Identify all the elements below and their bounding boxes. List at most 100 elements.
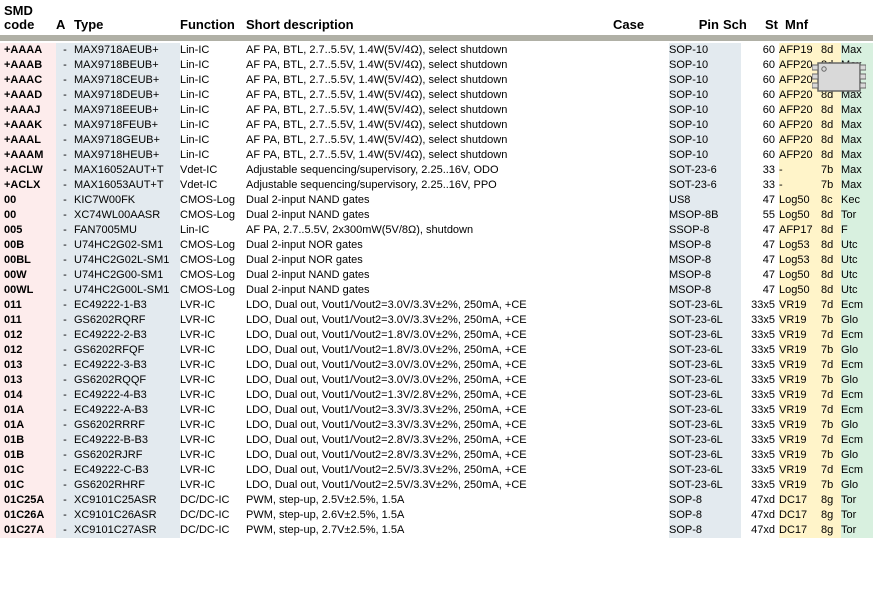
cell-code: 01C25A bbox=[0, 493, 56, 508]
cell-sch: AFP19 bbox=[779, 43, 821, 58]
hdr-desc[interactable]: Short description bbox=[246, 17, 613, 32]
cell-pin: 33x5 bbox=[741, 463, 779, 478]
cell-description: AF PA, BTL, 2.7..5.5V, 1.4W(5V/4Ω), sele… bbox=[246, 88, 669, 103]
cell-case: SOT-23-6L bbox=[669, 448, 741, 463]
table-row[interactable]: 01A-EC49222-A-B3LVR-ICLDO, Dual out, Vou… bbox=[0, 403, 873, 418]
table-row[interactable]: 012-EC49222-2-B3LVR-ICLDO, Dual out, Vou… bbox=[0, 328, 873, 343]
table-row[interactable]: +AAAA-MAX9718AEUB+Lin-ICAF PA, BTL, 2.7.… bbox=[0, 43, 873, 58]
table-row[interactable]: 01B-EC49222-B-B3LVR-ICLDO, Dual out, Vou… bbox=[0, 433, 873, 448]
table-row[interactable]: 01C25A-XC9101C25ASRDC/DC-ICPWM, step-up,… bbox=[0, 493, 873, 508]
hdr-st[interactable]: St bbox=[765, 17, 785, 32]
table-row[interactable]: 01C27A-XC9101C27ASRDC/DC-ICPWM, step-up,… bbox=[0, 523, 873, 538]
table-row[interactable]: 00-XC74WL00AASRCMOS-LogDual 2-input NAND… bbox=[0, 208, 873, 223]
cell-function: Lin-IC bbox=[180, 88, 246, 103]
hdr-a[interactable]: A bbox=[56, 17, 74, 32]
hdr-mnf[interactable]: Mnf bbox=[785, 17, 817, 32]
hdr-type[interactable]: Type bbox=[74, 17, 180, 32]
cell-mnf: Kec bbox=[841, 193, 873, 208]
table-row[interactable]: +AAAM-MAX9718HEUB+Lin-ICAF PA, BTL, 2.7.… bbox=[0, 148, 873, 163]
hdr-case[interactable]: Case bbox=[613, 17, 685, 32]
cell-type: MAX16053AUT+T bbox=[74, 178, 180, 193]
cell-code: +AAAM bbox=[0, 148, 56, 163]
table-row[interactable]: +AAAJ-MAX9718EEUB+Lin-ICAF PA, BTL, 2.7.… bbox=[0, 103, 873, 118]
table-row[interactable]: +ACLW-MAX16052AUT+TVdet-ICAdjustable seq… bbox=[0, 163, 873, 178]
cell-a: - bbox=[56, 358, 74, 373]
hdr-pin[interactable]: Pin bbox=[685, 17, 723, 32]
cell-mnf: Ecm bbox=[841, 403, 873, 418]
table-row[interactable]: 013-GS6202RQQFLVR-ICLDO, Dual out, Vout1… bbox=[0, 373, 873, 388]
table-row[interactable]: 011-EC49222-1-B3LVR-ICLDO, Dual out, Vou… bbox=[0, 298, 873, 313]
cell-a: - bbox=[56, 133, 74, 148]
table-row[interactable]: 011-GS6202RQRFLVR-ICLDO, Dual out, Vout1… bbox=[0, 313, 873, 328]
cell-type: GS6202RQQF bbox=[74, 373, 180, 388]
package-icon bbox=[812, 59, 866, 95]
cell-st: 8d bbox=[821, 268, 841, 283]
cell-a: - bbox=[56, 58, 74, 73]
table-row[interactable]: 00WL-U74HC2G00L-SM1CMOS-LogDual 2-input … bbox=[0, 283, 873, 298]
cell-code: 011 bbox=[0, 298, 56, 313]
cell-description: Adjustable sequencing/supervisory, 2.25.… bbox=[246, 178, 669, 193]
table-row[interactable]: 005-FAN7005MULin-ICAF PA, 2.7..5.5V, 2x3… bbox=[0, 223, 873, 238]
cell-description: AF PA, BTL, 2.7..5.5V, 1.4W(5V/4Ω), sele… bbox=[246, 58, 669, 73]
table-row[interactable]: 00W-U74HC2G00-SM1CMOS-LogDual 2-input NA… bbox=[0, 268, 873, 283]
cell-type: EC49222-1-B3 bbox=[74, 298, 180, 313]
table-row[interactable]: +AAAK-MAX9718FEUB+Lin-ICAF PA, BTL, 2.7.… bbox=[0, 118, 873, 133]
cell-description: Adjustable sequencing/supervisory, 2.25.… bbox=[246, 163, 669, 178]
cell-a: - bbox=[56, 43, 74, 58]
cell-code: 00BL bbox=[0, 253, 56, 268]
cell-function: Lin-IC bbox=[180, 118, 246, 133]
cell-description: LDO, Dual out, Vout1/Vout2=3.0V/3.0V±2%,… bbox=[246, 373, 669, 388]
table-row[interactable]: 00BL-U74HC2G02L-SM1CMOS-LogDual 2-input … bbox=[0, 253, 873, 268]
cell-code: 00 bbox=[0, 193, 56, 208]
table-header: SMD code A Type Function Short descripti… bbox=[0, 0, 873, 35]
cell-case: SOT-23-6 bbox=[669, 163, 741, 178]
cell-sch: Log50 bbox=[779, 283, 821, 298]
cell-st: 7b bbox=[821, 448, 841, 463]
hdr-code-l2: code bbox=[4, 18, 56, 32]
cell-pin: 60 bbox=[741, 43, 779, 58]
cell-function: LVR-IC bbox=[180, 373, 246, 388]
cell-function: Lin-IC bbox=[180, 148, 246, 163]
table-row[interactable]: 01B-GS6202RJRFLVR-ICLDO, Dual out, Vout1… bbox=[0, 448, 873, 463]
table-row[interactable]: +AAAL-MAX9718GEUB+Lin-ICAF PA, BTL, 2.7.… bbox=[0, 133, 873, 148]
cell-case: SOP-8 bbox=[669, 493, 741, 508]
table-row[interactable]: +ACLX-MAX16053AUT+TVdet-ICAdjustable seq… bbox=[0, 178, 873, 193]
cell-a: - bbox=[56, 238, 74, 253]
table-row[interactable]: 014-EC49222-4-B3LVR-ICLDO, Dual out, Vou… bbox=[0, 388, 873, 403]
cell-st: 8g bbox=[821, 523, 841, 538]
cell-pin: 33x5 bbox=[741, 403, 779, 418]
cell-type: U74HC2G02-SM1 bbox=[74, 238, 180, 253]
table-row[interactable]: +AAAC-MAX9718CEUB+Lin-ICAF PA, BTL, 2.7.… bbox=[0, 73, 873, 88]
hdr-function[interactable]: Function bbox=[180, 17, 246, 32]
table-row[interactable]: 01C-GS6202RHRFLVR-ICLDO, Dual out, Vout1… bbox=[0, 478, 873, 493]
cell-type: GS6202RQRF bbox=[74, 313, 180, 328]
cell-pin: 47xd bbox=[741, 493, 779, 508]
table-row[interactable]: 013-EC49222-3-B3LVR-ICLDO, Dual out, Vou… bbox=[0, 358, 873, 373]
cell-mnf: Max bbox=[841, 148, 873, 163]
table-row[interactable]: 01C26A-XC9101C26ASRDC/DC-ICPWM, step-up,… bbox=[0, 508, 873, 523]
table-row[interactable]: 00-KIC7W00FKCMOS-LogDual 2-input NAND ga… bbox=[0, 193, 873, 208]
table-row[interactable]: +AAAB-MAX9718BEUB+Lin-ICAF PA, BTL, 2.7.… bbox=[0, 58, 873, 73]
cell-case: SOT-23-6L bbox=[669, 358, 741, 373]
cell-case: SOT-23-6L bbox=[669, 418, 741, 433]
hdr-code[interactable]: SMD code bbox=[0, 4, 56, 32]
hdr-sch[interactable]: Sch bbox=[723, 17, 765, 32]
cell-st: 7d bbox=[821, 328, 841, 343]
cell-mnf: Glo bbox=[841, 313, 873, 328]
cell-sch: DC17 bbox=[779, 523, 821, 538]
cell-a: - bbox=[56, 373, 74, 388]
cell-pin: 47 bbox=[741, 283, 779, 298]
table-row[interactable]: 012-GS6202RFQFLVR-ICLDO, Dual out, Vout1… bbox=[0, 343, 873, 358]
table-row[interactable]: 01C-EC49222-C-B3LVR-ICLDO, Dual out, Vou… bbox=[0, 463, 873, 478]
cell-type: FAN7005MU bbox=[74, 223, 180, 238]
cell-mnf: Utc bbox=[841, 283, 873, 298]
cell-code: 00WL bbox=[0, 283, 56, 298]
table-row[interactable]: 01A-GS6202RRRFLVR-ICLDO, Dual out, Vout1… bbox=[0, 418, 873, 433]
table-row[interactable]: 00B-U74HC2G02-SM1CMOS-LogDual 2-input NO… bbox=[0, 238, 873, 253]
cell-pin: 55 bbox=[741, 208, 779, 223]
cell-function: CMOS-Log bbox=[180, 208, 246, 223]
cell-st: 7b bbox=[821, 418, 841, 433]
cell-type: EC49222-A-B3 bbox=[74, 403, 180, 418]
table-row[interactable]: +AAAD-MAX9718DEUB+Lin-ICAF PA, BTL, 2.7.… bbox=[0, 88, 873, 103]
cell-code: 00W bbox=[0, 268, 56, 283]
